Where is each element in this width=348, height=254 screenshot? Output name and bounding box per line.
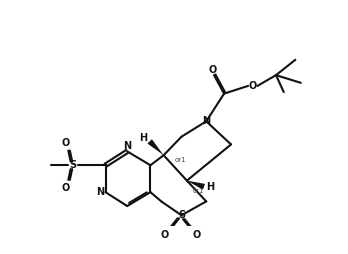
Text: O: O <box>61 183 69 193</box>
Text: S: S <box>69 160 77 170</box>
Polygon shape <box>187 181 205 190</box>
Polygon shape <box>148 139 164 155</box>
Text: H: H <box>140 133 148 143</box>
Text: S: S <box>178 210 185 220</box>
Text: O: O <box>248 81 257 91</box>
Text: N: N <box>96 187 104 197</box>
Text: or1: or1 <box>193 188 205 194</box>
Text: O: O <box>61 138 69 148</box>
Text: N: N <box>202 116 210 126</box>
Text: O: O <box>160 230 168 240</box>
Text: O: O <box>193 230 201 240</box>
Text: N: N <box>123 141 131 151</box>
Text: O: O <box>208 65 216 75</box>
Text: or1: or1 <box>174 157 186 163</box>
Text: H: H <box>206 182 214 192</box>
